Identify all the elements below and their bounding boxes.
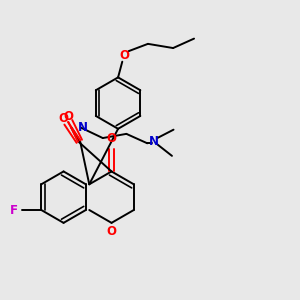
Text: O: O (63, 110, 73, 123)
Text: N: N (78, 121, 88, 134)
Text: O: O (106, 132, 116, 145)
Text: F: F (10, 203, 18, 217)
Text: N: N (148, 135, 159, 148)
Text: O: O (119, 49, 129, 62)
Text: O: O (106, 226, 116, 238)
Text: O: O (58, 112, 68, 125)
